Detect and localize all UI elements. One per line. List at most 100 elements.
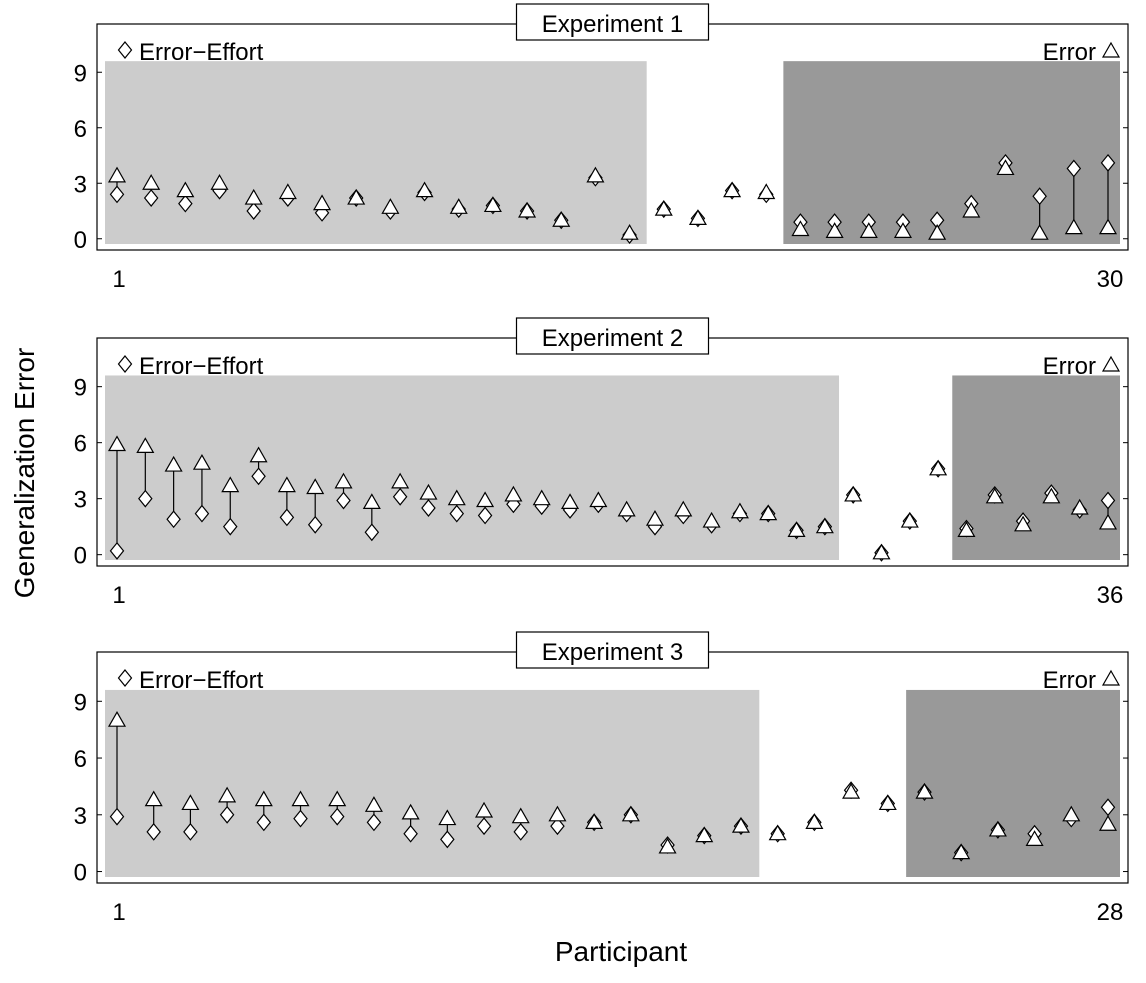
data-point-error <box>589 491 608 508</box>
data-point-error-effort <box>440 830 455 849</box>
x-tick-label-first: 1 <box>112 899 125 926</box>
y-tick-label: 6 <box>74 746 87 773</box>
data-point-error <box>381 198 400 214</box>
data-point-error-effort <box>146 822 161 841</box>
legend-diamond-marker <box>117 669 133 687</box>
legend-triangle-marker <box>1101 669 1121 686</box>
data-point-error <box>872 543 891 560</box>
data-point-error <box>674 500 693 517</box>
x-tick-label-last: 30 <box>1097 266 1124 293</box>
data-point-error <box>825 222 844 238</box>
data-point-error-effort <box>222 517 238 536</box>
data-point-error <box>893 222 912 238</box>
data-point-error <box>136 437 155 453</box>
data-point-error <box>244 188 263 205</box>
data-point-error <box>957 521 976 538</box>
legend-label-error: Error <box>1043 667 1096 694</box>
data-point-error <box>210 174 229 190</box>
data-point-error <box>988 820 1007 837</box>
x-tick-label-last: 28 <box>1097 899 1124 926</box>
data-point-error <box>791 220 810 237</box>
data-point-error-effort <box>477 506 493 525</box>
data-point-error <box>859 222 878 238</box>
y-tick-label: 6 <box>74 431 87 458</box>
x-tick-label-first: 1 <box>112 582 125 609</box>
shaded-region-dark <box>906 689 1120 877</box>
y-tick-label: 9 <box>74 60 87 87</box>
data-point-error-effort <box>219 805 235 824</box>
data-point-error <box>1042 487 1061 504</box>
y-tick-label: 9 <box>74 375 87 402</box>
data-point-error <box>313 194 332 211</box>
data-point-error <box>620 223 639 240</box>
data-point-error-effort <box>364 523 380 542</box>
data-point-error <box>291 790 310 807</box>
data-point-error-effort <box>421 499 436 517</box>
data-point-error-effort <box>246 202 261 220</box>
data-point-error <box>730 502 749 519</box>
y-tick-label: 0 <box>74 227 87 254</box>
data-point-error <box>585 813 604 829</box>
legend-diamond-marker <box>117 41 133 59</box>
data-point-error <box>928 223 947 240</box>
data-point-error <box>617 500 636 517</box>
data-point-error <box>1014 515 1033 532</box>
data-point-error-effort <box>138 489 153 508</box>
data-point-error-effort <box>109 541 125 560</box>
data-point-error <box>347 188 366 205</box>
data-point-error <box>278 183 297 200</box>
legend-label-error: Error <box>1043 39 1096 66</box>
y-tick-label: 3 <box>74 171 87 198</box>
chart-panel-3: 0 3 6 9 1 28 Experiment 3 Error−Effort Error <box>74 631 1129 926</box>
data-point-error-effort <box>307 515 323 534</box>
legend-diamond-marker <box>117 355 133 373</box>
shaded-region-light <box>105 375 840 560</box>
data-point-error-effort <box>336 491 351 510</box>
data-point-error-effort <box>476 817 492 836</box>
data-point-error <box>176 181 195 198</box>
data-point-error <box>768 824 787 841</box>
title-box <box>515 3 710 41</box>
data-point-error <box>621 805 640 822</box>
data-point-error <box>532 489 551 506</box>
legend-label-error: Error <box>1043 353 1096 380</box>
data-point-error <box>449 198 468 214</box>
data-point-error <box>164 455 183 472</box>
data-point-error <box>645 509 665 526</box>
data-point-error <box>815 517 834 534</box>
data-point-error <box>915 782 934 799</box>
data-point-error <box>181 794 200 811</box>
data-point-error <box>483 196 502 213</box>
data-point-error <box>192 453 211 470</box>
data-point-error-effort <box>109 185 125 204</box>
data-point-error-effort <box>143 189 159 208</box>
data-point-error-effort <box>109 807 125 826</box>
data-point-error <box>900 511 919 528</box>
data-point-error-effort <box>1032 187 1047 206</box>
data-point-error <box>306 478 325 495</box>
data-point-error-effort <box>1066 159 1082 178</box>
data-point-error <box>1062 805 1081 822</box>
data-point-error <box>476 491 495 508</box>
data-point-error <box>1070 498 1089 515</box>
data-point-error <box>221 476 240 493</box>
data-point-error <box>757 183 776 200</box>
legend-label-error-effort: Error−Effort <box>139 353 264 380</box>
data-point-error <box>254 790 273 807</box>
shaded-region-light <box>105 61 647 245</box>
data-point-error-effort <box>183 822 198 841</box>
data-point-error <box>929 459 948 476</box>
y-tick-label: 0 <box>74 543 87 570</box>
legend-triangle-marker <box>1101 355 1121 372</box>
data-point-error <box>695 826 714 843</box>
data-point-error <box>805 813 824 829</box>
data-point-error-effort <box>366 813 382 832</box>
data-point-error <box>586 166 605 183</box>
data-point-error-effort <box>513 822 529 841</box>
data-point-error <box>391 472 410 489</box>
data-point-error <box>218 786 237 803</box>
data-point-error <box>249 446 268 463</box>
data-point-error <box>1030 223 1049 240</box>
data-point-error <box>985 487 1004 504</box>
